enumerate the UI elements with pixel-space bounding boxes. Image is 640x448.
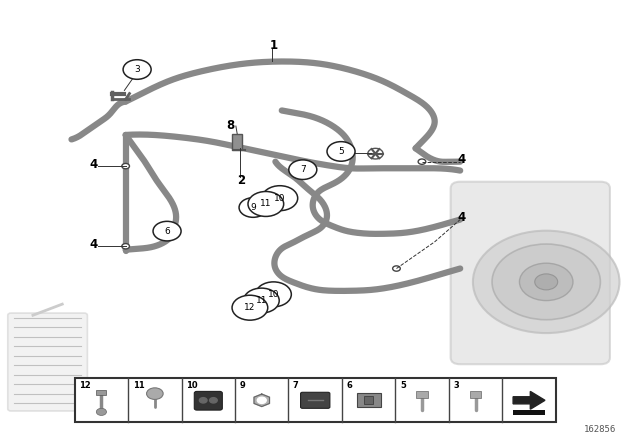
Text: 12: 12 — [244, 303, 255, 312]
Text: 7: 7 — [300, 165, 306, 174]
FancyBboxPatch shape — [364, 396, 373, 404]
Text: 10: 10 — [274, 194, 285, 202]
Text: 3: 3 — [453, 381, 459, 390]
Text: 5: 5 — [338, 147, 344, 156]
Text: 7: 7 — [293, 381, 299, 390]
Circle shape — [492, 244, 600, 320]
Text: 4: 4 — [90, 238, 98, 251]
Circle shape — [418, 159, 426, 164]
Circle shape — [473, 231, 620, 333]
Text: 11: 11 — [132, 381, 145, 390]
Circle shape — [164, 224, 177, 233]
Text: 5: 5 — [400, 381, 406, 390]
Text: 10: 10 — [186, 381, 198, 390]
Text: 9: 9 — [250, 203, 256, 212]
Text: 8: 8 — [227, 119, 235, 132]
Circle shape — [393, 266, 400, 271]
Text: 4: 4 — [458, 153, 465, 166]
Polygon shape — [254, 394, 269, 406]
FancyBboxPatch shape — [417, 392, 428, 398]
Text: 2: 2 — [237, 174, 246, 187]
Circle shape — [96, 408, 106, 415]
FancyBboxPatch shape — [232, 134, 242, 150]
FancyBboxPatch shape — [75, 379, 556, 422]
Circle shape — [257, 397, 266, 404]
Text: 12: 12 — [79, 381, 91, 390]
FancyBboxPatch shape — [8, 313, 88, 411]
Text: 11: 11 — [255, 296, 267, 305]
Polygon shape — [513, 392, 545, 409]
Circle shape — [239, 198, 267, 217]
Circle shape — [289, 160, 317, 180]
FancyBboxPatch shape — [301, 392, 330, 408]
Circle shape — [255, 282, 291, 307]
Text: 6: 6 — [164, 227, 170, 236]
FancyBboxPatch shape — [513, 410, 545, 414]
Circle shape — [122, 164, 129, 169]
Text: 4: 4 — [90, 158, 98, 171]
Circle shape — [248, 191, 284, 216]
Circle shape — [200, 398, 207, 403]
Text: 11: 11 — [260, 199, 271, 208]
Circle shape — [262, 186, 298, 211]
FancyBboxPatch shape — [356, 393, 381, 407]
Circle shape — [327, 142, 355, 161]
FancyBboxPatch shape — [470, 392, 481, 398]
Circle shape — [520, 263, 573, 301]
FancyBboxPatch shape — [451, 182, 610, 364]
Circle shape — [535, 274, 557, 290]
Text: 9: 9 — [239, 381, 245, 390]
Circle shape — [153, 221, 181, 241]
Circle shape — [244, 288, 279, 313]
Text: 162856: 162856 — [584, 425, 616, 434]
Circle shape — [209, 398, 217, 403]
Text: 10: 10 — [268, 290, 279, 299]
Circle shape — [147, 388, 163, 400]
FancyBboxPatch shape — [195, 392, 222, 410]
Text: 1: 1 — [269, 39, 278, 52]
Circle shape — [123, 60, 151, 79]
Circle shape — [122, 244, 129, 249]
Text: 3: 3 — [134, 65, 140, 74]
Circle shape — [232, 295, 268, 320]
FancyBboxPatch shape — [96, 390, 106, 395]
Text: 6: 6 — [346, 381, 352, 390]
Text: 4: 4 — [458, 211, 465, 224]
